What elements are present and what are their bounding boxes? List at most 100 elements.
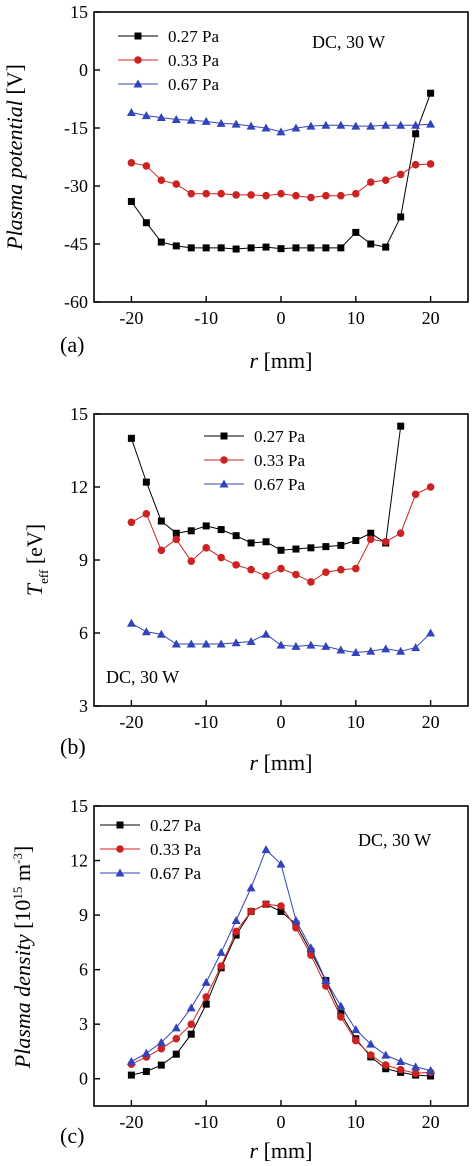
panel-c-series-067Pa-point-16 bbox=[366, 1039, 376, 1048]
panel-a-series-027Pa-point-15 bbox=[352, 228, 360, 236]
panel-c-series-067Pa-point-20 bbox=[426, 1066, 436, 1075]
panel-b-series-033Pa-point-7 bbox=[232, 561, 240, 569]
panel-b-series-027Pa-point-10 bbox=[277, 546, 285, 554]
panel-b-series-027Pa-point-8 bbox=[247, 539, 255, 547]
panel-c-series-033Pa-point-19 bbox=[411, 1069, 420, 1078]
panel-c-legend-label-2: 0.67 Pa bbox=[150, 864, 201, 883]
panel-a-series-027Pa-point-2 bbox=[157, 238, 165, 246]
panel-c-series-067Pa-point-11 bbox=[291, 916, 301, 925]
panel-c-series-033Pa-point-5 bbox=[202, 993, 210, 1001]
panel-c-annotation: DC, 30 W bbox=[358, 830, 431, 850]
panel-b-series-027Pa-point-3 bbox=[172, 529, 180, 537]
panel-b-series-067Pa-point-16 bbox=[366, 646, 376, 655]
panel-c-series-033Pa-point-11 bbox=[292, 924, 300, 932]
panel-b-series-067Pa bbox=[126, 618, 436, 656]
panel-c-series-067Pa-point-13 bbox=[321, 976, 331, 985]
panel-b-ylabel-unit: [eV] bbox=[22, 524, 47, 570]
panel-b-series-027Pa-point-18 bbox=[397, 422, 405, 430]
panel-a-series-033Pa-point-9 bbox=[262, 191, 270, 200]
panel-a-series-027Pa-point-8 bbox=[247, 244, 255, 252]
panel-a-series-067Pa-point-4 bbox=[186, 115, 196, 124]
panel-a-series-027Pa-point-5 bbox=[202, 244, 210, 252]
panel-a-series-027Pa-point-16 bbox=[367, 240, 375, 248]
panel-a-series-027Pa-point-10 bbox=[277, 245, 285, 253]
panel-b-series-067Pa-point-13 bbox=[321, 641, 331, 650]
panel-b-series-027Pa-point-11 bbox=[292, 545, 300, 553]
panel-c-series-027Pa-point-4 bbox=[187, 1030, 195, 1038]
panel-b-series-067Pa-point-6 bbox=[216, 639, 226, 648]
panel-c-series-067Pa-point-7 bbox=[231, 916, 241, 925]
panel-c-series-067Pa-point-5 bbox=[201, 977, 211, 986]
panel-a-legend-label-2: 0.67 Pa bbox=[168, 75, 219, 94]
panel-c-series-067Pa-point-9 bbox=[261, 845, 271, 854]
panel-c-legend-marker-point-0 bbox=[116, 821, 124, 829]
panel-a-ytick-label-0: -60 bbox=[64, 292, 88, 312]
panel-a-series-067Pa-point-5 bbox=[201, 116, 211, 125]
panel-c-series-033Pa-point-7 bbox=[232, 927, 240, 936]
panel-a-series-027Pa-point-14 bbox=[337, 244, 345, 252]
panel-b-ytick-label-3: 12 bbox=[70, 477, 88, 497]
panel-b-xtick-label-1: -10 bbox=[194, 712, 218, 732]
panel-b-series-033Pa-point-17 bbox=[381, 537, 390, 546]
panel-b-ytick-label-0: 3 bbox=[79, 696, 88, 716]
panel-b-series-033Pa-point-15 bbox=[352, 564, 360, 573]
panel-a-series-027Pa-point-9 bbox=[262, 243, 270, 251]
panel-a-series-067Pa-point-2 bbox=[156, 113, 166, 122]
panel-b-series-027Pa-point-6 bbox=[217, 526, 225, 534]
panel-a-legend-item-0: 0.27 Pa bbox=[118, 27, 219, 46]
panel-b-series-067Pa-point-5 bbox=[201, 639, 211, 648]
panel-c-series-027Pa-point-0 bbox=[127, 1071, 135, 1079]
panel-a-series-033Pa-point-7 bbox=[232, 191, 240, 199]
panel-a-ylabel-plasma: Plasma potential bbox=[2, 100, 27, 251]
panel-a-xlabel: r [mm] bbox=[250, 348, 313, 373]
panel-b-series-033Pa-point-12 bbox=[307, 578, 315, 586]
panel-a-series-067Pa-point-17 bbox=[381, 120, 391, 129]
panel-c-series-067Pa-point-12 bbox=[306, 943, 316, 952]
panel-c-ytick-label-5: 15 bbox=[70, 796, 88, 816]
panel-b-legend-marker-point-2 bbox=[219, 479, 229, 488]
panel-a-series-027Pa-point-20 bbox=[427, 89, 435, 97]
panel-a-annotation: DC, 30 W bbox=[312, 32, 385, 52]
panel-c-legend-item-2: 0.67 Pa bbox=[100, 864, 201, 883]
panel-b-legend-marker-point-1 bbox=[220, 456, 228, 464]
panel-a-series-027Pa-point-6 bbox=[217, 244, 225, 252]
panel-c-ylabel-end: ] bbox=[10, 846, 35, 853]
panel-c-legend-item-0: 0.27 Pa bbox=[100, 816, 201, 835]
panel-b-series-067Pa-point-12 bbox=[306, 640, 316, 649]
panel-a-xtick-label-1: -10 bbox=[194, 308, 218, 328]
panel-c-xtick-label-2: 0 bbox=[277, 1112, 286, 1132]
panel-c-ylabel-unit: [10 bbox=[10, 900, 35, 935]
panel-a-xtick-label-0: -20 bbox=[119, 308, 143, 328]
panel-a-series-033Pa-point-0 bbox=[127, 159, 136, 167]
panel-b-series-033Pa-point-4 bbox=[187, 557, 196, 566]
panel-b-xtick-label-0: -20 bbox=[119, 712, 143, 732]
panel-a-xlabel-unit: [mm] bbox=[258, 348, 312, 373]
panel-b-legend-item-2: 0.67 Pa bbox=[204, 475, 305, 494]
panel-c-legend-marker-point-1 bbox=[116, 845, 124, 853]
panel-a-ytick-label-4: 0 bbox=[79, 60, 88, 80]
panel-a-series bbox=[126, 89, 436, 253]
panel-a-legend-item-1: 0.33 Pa bbox=[118, 51, 219, 70]
panel-c-xlabel-var: r bbox=[250, 1138, 259, 1163]
panel-a-xtick-label-2: 0 bbox=[277, 308, 286, 328]
panel-a-series-033Pa-point-12 bbox=[307, 193, 315, 202]
panel-a-ytick-label-2: -30 bbox=[64, 176, 88, 196]
panel-c-ylabel-sup2: -3 bbox=[10, 853, 25, 864]
panel-b-series-067Pa-point-17 bbox=[381, 644, 391, 653]
panel-a-xtick-label-4: 20 bbox=[422, 308, 440, 328]
panel-c-legend-marker-point-2 bbox=[115, 868, 125, 877]
panel-c-ticks: -20 -10 0 10 20 0 3 6 9 12 15 bbox=[70, 796, 440, 1132]
panel-c-xtick-label-1: -10 bbox=[194, 1112, 218, 1132]
panel-c-series-027Pa-point-2 bbox=[157, 1061, 165, 1069]
panel-c-ytick-label-3: 9 bbox=[79, 905, 88, 925]
panel-c-legend-item-1: 0.33 Pa bbox=[100, 840, 201, 859]
panel-c-legend: 0.27 Pa 0.33 Pa 0.67 Pa bbox=[100, 816, 201, 883]
panel-b-annotation: DC, 30 W bbox=[106, 667, 179, 687]
panel-b-series-027Pa-point-4 bbox=[187, 527, 195, 535]
panel-c-ytick-label-2: 6 bbox=[79, 960, 88, 980]
panel-a-series-027Pa-point-7 bbox=[232, 245, 240, 253]
panel-a-series-067Pa bbox=[126, 108, 436, 136]
panel-a-series-033Pa-point-13 bbox=[322, 191, 330, 200]
panel-b-series-027Pa-point-15 bbox=[352, 537, 360, 545]
panel-b-series-033Pa bbox=[127, 483, 435, 586]
